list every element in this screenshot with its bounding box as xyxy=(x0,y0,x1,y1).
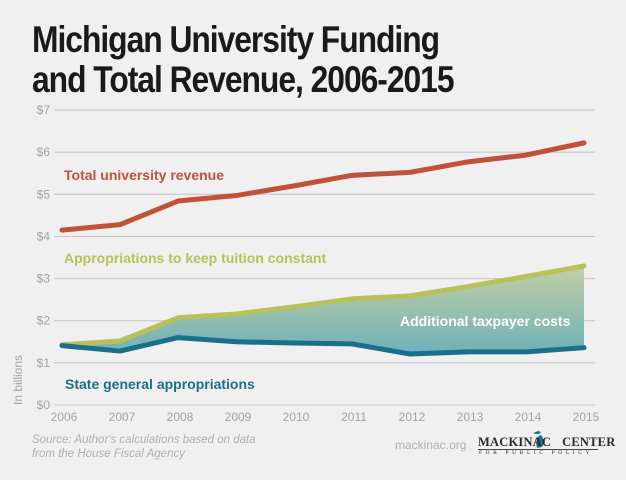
y-tick-label: $3 xyxy=(37,272,51,286)
y-tick-label: $1 xyxy=(37,356,51,370)
y-axis-ticks: $0 $1 $2 $3 $4 $5 $6 $7 xyxy=(37,103,51,412)
site-url[interactable]: mackinac.org xyxy=(395,438,467,452)
additional-taxpayer-costs-area xyxy=(62,265,584,355)
source-line-1: Source: Author's calculations based on d… xyxy=(32,434,256,446)
chart-title: Michigan University Funding and Total Re… xyxy=(32,19,455,100)
series-line-total-university-revenue xyxy=(59,140,587,233)
logo-wordmark: MACKINAC CENTER xyxy=(478,435,615,450)
logo-word-mackinac: MACKINAC xyxy=(478,435,552,449)
series-line-state-general-appropriations xyxy=(59,335,587,357)
x-tick-label: 2014 xyxy=(515,410,542,424)
x-axis-ticks: 2006 2007 2008 2009 2010 2011 2012 2013 2014 2015 xyxy=(51,410,600,424)
series-lines xyxy=(59,140,587,357)
y-tick-label: $7 xyxy=(37,103,51,117)
chart-title-line-1: Michigan University Funding xyxy=(32,19,440,60)
x-tick-label: 2008 xyxy=(167,410,194,424)
x-tick-label: 2007 xyxy=(109,410,136,424)
series-label-state-appropriations: State general appropriations xyxy=(65,376,255,392)
y-tick-label: $2 xyxy=(37,314,51,328)
x-tick-label: 2013 xyxy=(457,410,484,424)
michigan-map-icon xyxy=(533,431,545,448)
y-tick-label: $0 xyxy=(37,398,51,412)
x-tick-label: 2015 xyxy=(573,410,600,424)
chart-title-line-2: and Total Revenue, 2006-2015 xyxy=(32,59,455,100)
source-line-2: from the House Fiscal Agency xyxy=(32,448,185,460)
x-tick-label: 2006 xyxy=(51,410,78,424)
logo-word-center: CENTER xyxy=(562,435,616,449)
area-label-additional-costs: Additional taxpayer costs xyxy=(400,313,571,329)
x-tick-label: 2011 xyxy=(341,410,367,424)
logo-divider xyxy=(478,449,598,450)
x-tick-label: 2009 xyxy=(225,410,252,424)
y-tick-label: $4 xyxy=(37,229,51,243)
source-note: Source: Author's calculations based on d… xyxy=(32,433,256,461)
x-tick-label: 2012 xyxy=(399,410,426,424)
y-tick-label: $5 xyxy=(37,187,51,201)
series-label-total-revenue: Total university revenue xyxy=(64,167,224,183)
mackinac-center-logo: MACKINAC CENTER FOR PUBLIC POLICY xyxy=(478,429,615,459)
logo-tagline: FOR PUBLIC POLICY xyxy=(479,450,594,456)
series-label-tuition-constant: Appropriations to keep tuition constant xyxy=(64,250,326,266)
series-line-appropriations-to-keep-tuition-constant xyxy=(59,263,587,348)
y-axis-label: In billions xyxy=(11,355,25,405)
y-tick-label: $6 xyxy=(37,145,51,159)
x-tick-label: 2010 xyxy=(283,410,310,424)
